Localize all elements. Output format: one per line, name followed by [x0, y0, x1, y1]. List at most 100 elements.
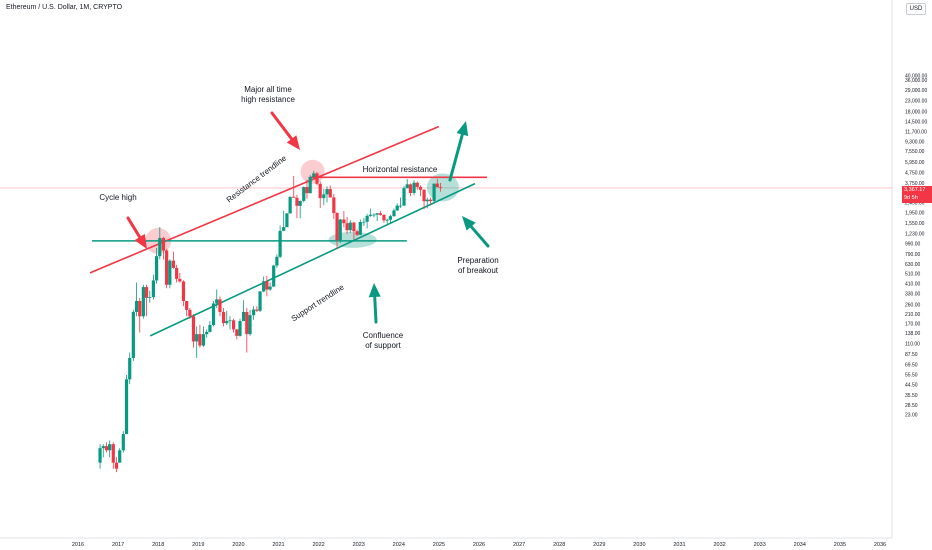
candle-body [248, 315, 252, 335]
cycle-high-arrow-head [134, 233, 147, 249]
candle-body [118, 450, 122, 463]
candle-body [405, 184, 409, 189]
candle-body [138, 300, 142, 317]
cycle-high-arrow-shaft [126, 216, 142, 239]
candle-body [345, 223, 349, 231]
price-tick-label: 28.50 [905, 403, 918, 409]
candle-body [308, 176, 312, 194]
candle-body [315, 173, 319, 184]
candle-body [201, 334, 206, 346]
candle-body [218, 299, 222, 312]
price-tick-label: 36,000.00 [905, 78, 927, 84]
candle-body [178, 278, 182, 282]
time-tick-label: 2035 [834, 542, 846, 548]
time-tick-label: 2024 [393, 542, 405, 548]
candle-body [134, 300, 139, 312]
price-tick-label: 990.00 [905, 242, 921, 248]
candle-body [272, 265, 276, 287]
candle-body [161, 237, 166, 251]
price-tick-label: 1,230.00 [905, 232, 925, 238]
candle-body [98, 448, 102, 463]
candle-body [292, 196, 296, 198]
breakout-arrow-shaft [469, 225, 490, 248]
confluence-arrow-head [368, 283, 381, 298]
price-tick-label: 11,700.00 [905, 129, 927, 135]
candle-body [242, 311, 246, 322]
support-trendline-label: Support trendline [290, 282, 346, 323]
time-tick-label: 2016 [72, 542, 84, 548]
candle-body [131, 311, 135, 358]
candle-body [235, 329, 239, 336]
price-tick-label: 5,950.00 [905, 160, 925, 166]
candle-body [238, 321, 242, 336]
price-tick-label: 35.50 [905, 393, 918, 399]
candle-body [418, 186, 423, 190]
time-tick-label: 2021 [272, 542, 284, 548]
target-arrow-shaft [448, 133, 464, 182]
candle-body [328, 189, 332, 198]
candle-body [208, 325, 212, 332]
price-tick-label: 630.00 [905, 262, 921, 268]
candle-body [268, 286, 272, 290]
candle-body [198, 334, 202, 346]
candle-body [121, 434, 125, 451]
breakout-label: Preparation [457, 256, 498, 265]
candle-body [154, 256, 159, 281]
time-tick-label: 2028 [553, 542, 565, 548]
candle-body [302, 187, 306, 201]
candle-body [211, 303, 216, 326]
time-tick-label: 2019 [192, 542, 204, 548]
candle-body [438, 187, 443, 188]
candle-body [158, 237, 162, 257]
ath-arrow-shaft [270, 111, 294, 141]
candle-body [231, 320, 236, 330]
resistance-line [89, 125, 440, 274]
price-tick-label: 14,500.00 [905, 120, 927, 126]
candle-body [362, 221, 366, 223]
candle-body [375, 213, 379, 215]
candle-body [422, 189, 426, 202]
candle-body [322, 194, 326, 199]
candle-body [228, 320, 232, 322]
candle-body [262, 281, 266, 292]
symbol-label[interactable]: Ethereum / U.S. Dollar, 1M, CRYPTO [6, 4, 123, 11]
candle-body [318, 183, 322, 199]
candle-body [168, 260, 172, 285]
price-tick-label: 510.00 [905, 272, 921, 278]
price-tick-label: 138.00 [905, 331, 921, 337]
candle-body [108, 444, 112, 451]
time-tick-label: 2025 [433, 542, 445, 548]
price-tick-label: 330.00 [905, 292, 921, 298]
price-tick-label: 69.50 [905, 362, 918, 368]
candle-body [278, 230, 282, 257]
candle-body [368, 214, 372, 216]
price-tick-label: 210.00 [905, 312, 921, 318]
candle-body [185, 300, 189, 310]
price-tick-label: 2,450.00 [905, 200, 925, 206]
current-price-tag: 3,367.17 9d 5h [902, 186, 932, 203]
candle-body [332, 197, 336, 213]
time-tick-label: 2022 [312, 542, 324, 548]
price-tick-label: 9,300.00 [905, 140, 925, 146]
candle-body [148, 297, 152, 298]
breakout-label: of breakout [458, 266, 499, 275]
candle-body [181, 281, 186, 301]
candle-body [385, 219, 389, 221]
ath-arrow-head [286, 135, 300, 150]
time-tick-label: 2020 [232, 542, 244, 548]
price-tick-label: 18,000.00 [905, 110, 927, 116]
currency-button[interactable]: USD [906, 3, 926, 15]
candle-body [101, 446, 105, 449]
candle-body [191, 316, 196, 342]
candle-body [312, 173, 316, 177]
time-tick-label: 2030 [633, 542, 645, 548]
price-tick-label: 410.00 [905, 282, 921, 288]
price-tick-label: 23.00 [905, 413, 918, 419]
candle-body [388, 216, 392, 220]
price-tick-label: 55.50 [905, 373, 918, 379]
candle-body [141, 287, 145, 317]
candle-body [298, 200, 302, 206]
candle-body [252, 309, 256, 316]
candle-body [395, 205, 399, 211]
